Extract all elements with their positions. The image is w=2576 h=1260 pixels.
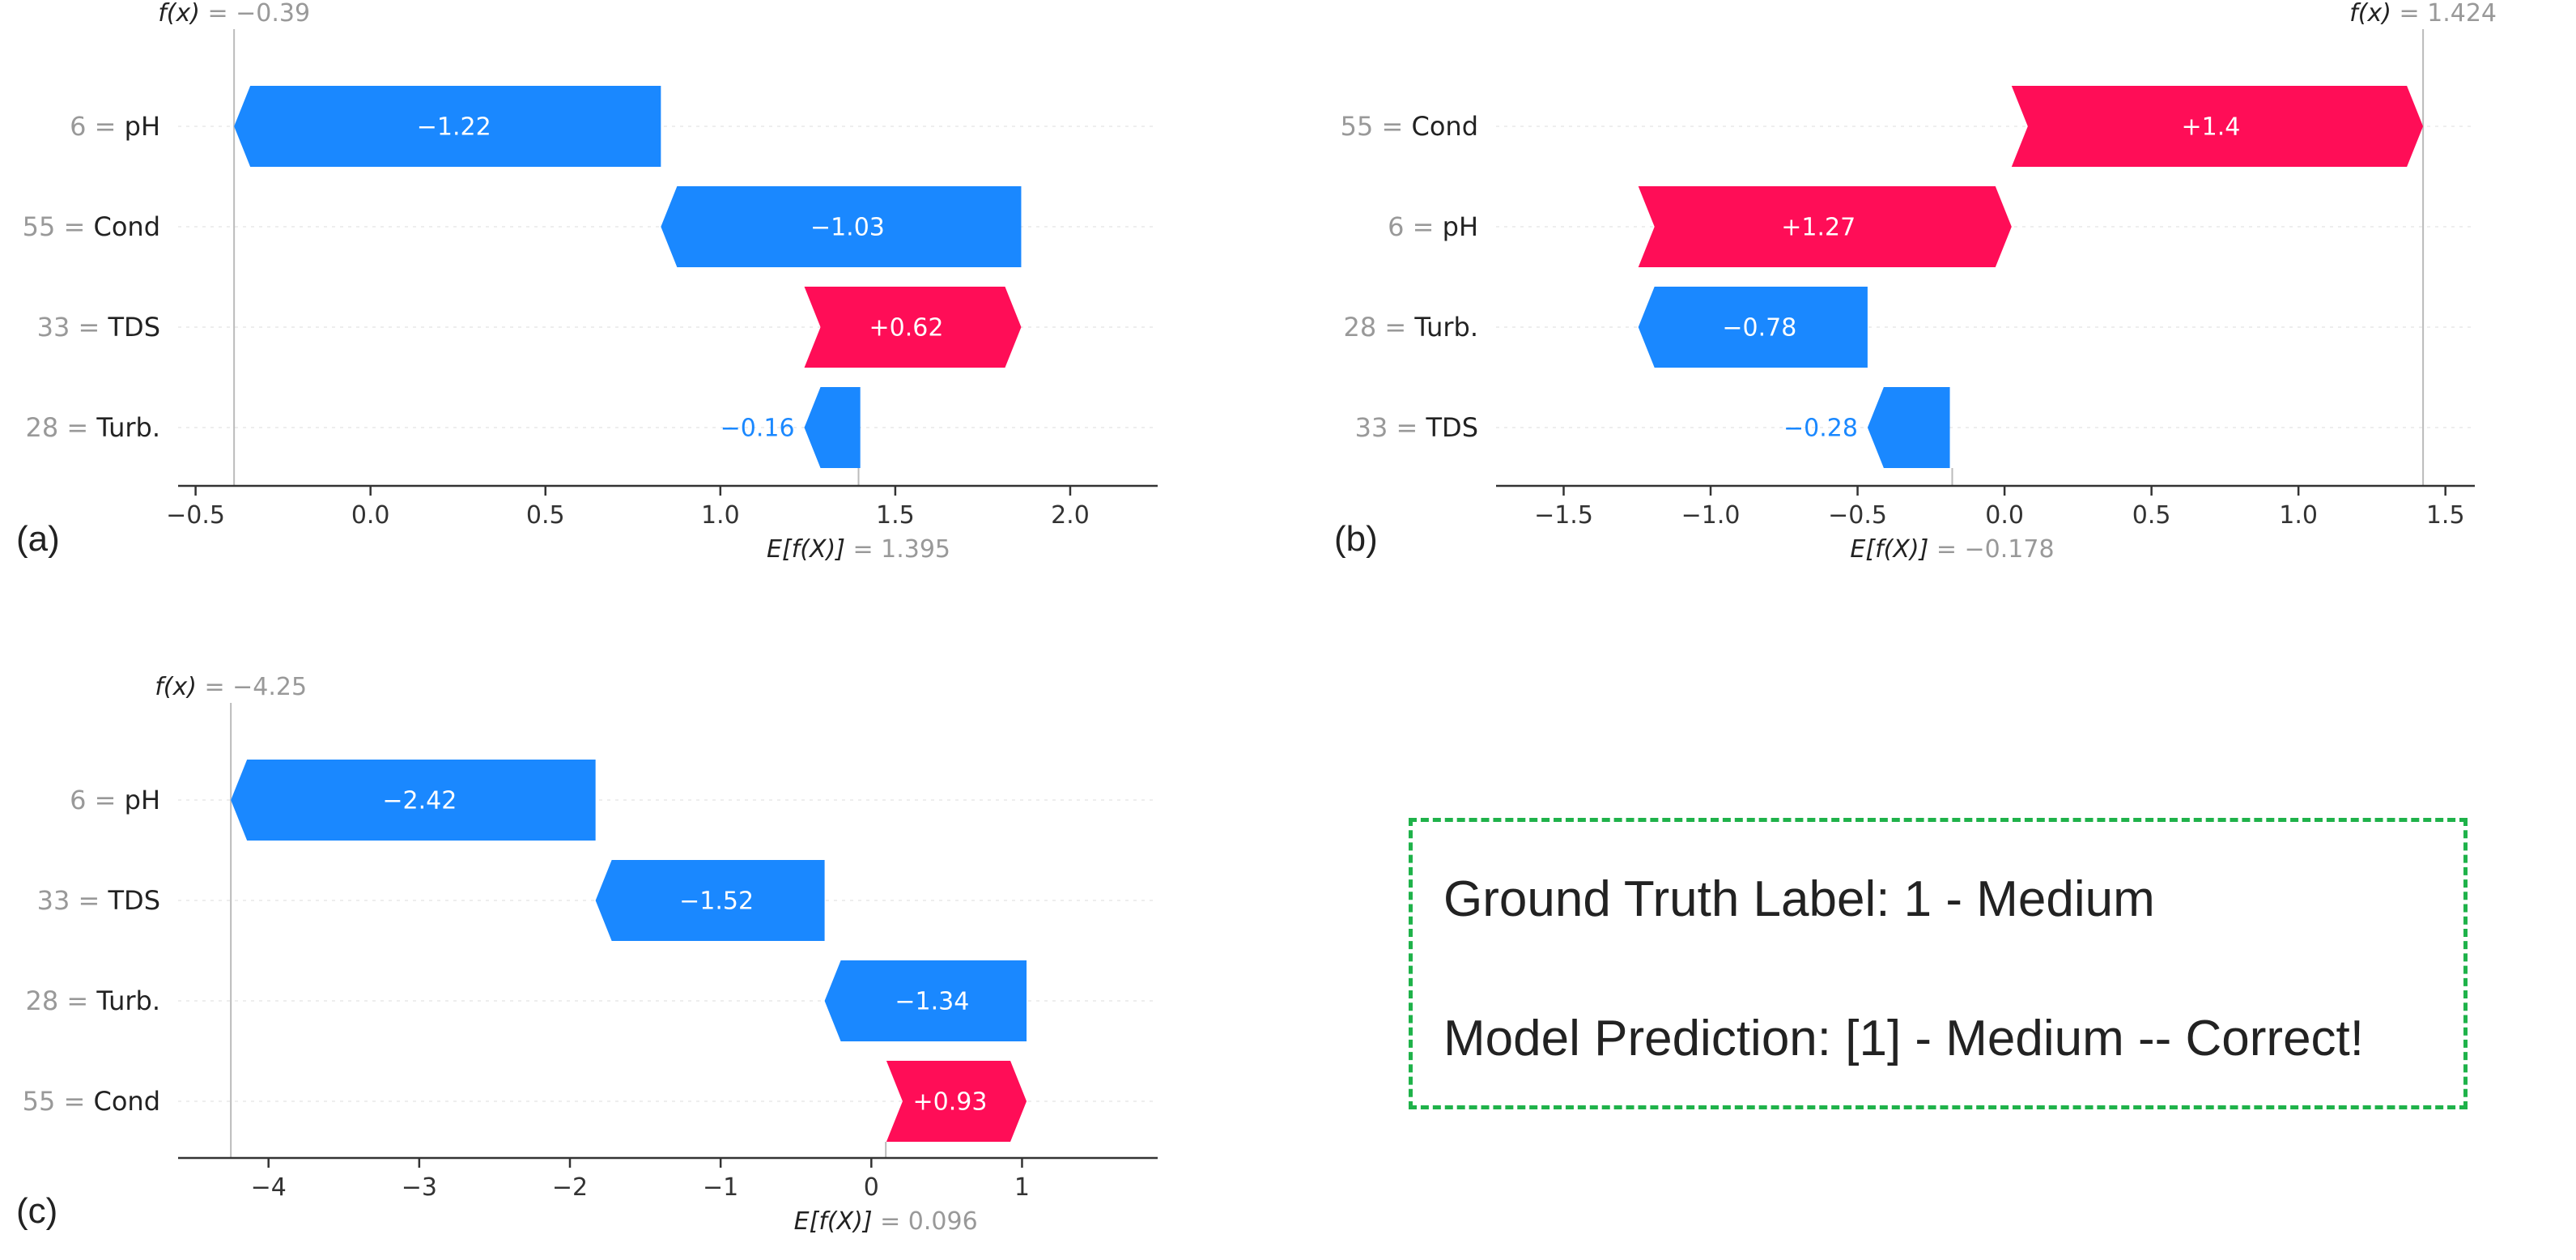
feature-label: 33 = TDS <box>1355 412 1478 443</box>
feature-label: 55 = Cond <box>23 211 160 242</box>
bar-value-label: −0.16 <box>721 415 795 443</box>
panel-label: (a) <box>16 519 60 559</box>
feature-label: 28 = Turb. <box>1344 312 1478 343</box>
ground-truth-label: Ground Truth Label: 1 - Medium <box>1443 871 2155 927</box>
waterfall-bar <box>804 387 861 468</box>
x-tick-label: 0.0 <box>351 501 390 530</box>
waterfall-bar <box>231 760 596 841</box>
waterfall-panel: −2.42 6 = pH −1.52 33 = TDS −1.34 28 = Turb. +… <box>16 673 1158 1236</box>
feature-label: 6 = pH <box>1388 211 1478 242</box>
x-tick-label: 0.0 <box>1985 501 2024 530</box>
bar-value-label: −1.34 <box>895 988 969 1016</box>
feature-label: 55 = Cond <box>23 1086 160 1117</box>
waterfall-bar <box>595 860 825 941</box>
bar-value-label: +1.27 <box>1781 214 1855 242</box>
prediction-summary-box: Ground Truth Label: 1 - Medium Model Pre… <box>1409 818 2468 1109</box>
waterfall-bar <box>1867 387 1950 468</box>
expected-value-label: E[f(X)] = 1.395 <box>767 535 950 564</box>
x-tick-label: −0.5 <box>166 501 225 530</box>
waterfall-bar <box>824 960 1027 1041</box>
waterfall-panel: +1.4 55 = Cond +1.27 6 = pH −0.78 28 = Turb. −… <box>1334 0 2497 564</box>
x-tick-label: −1 <box>703 1173 738 1202</box>
x-tick-label: −1.0 <box>1681 501 1741 530</box>
panel-label: (c) <box>16 1191 57 1231</box>
x-tick-label: −4 <box>251 1173 287 1202</box>
expected-value-label: E[f(X)] = 0.096 <box>794 1207 978 1236</box>
feature-label: 33 = TDS <box>37 885 160 916</box>
x-tick-label: −1.5 <box>1534 501 1593 530</box>
x-tick-label: 1.5 <box>876 501 915 530</box>
bar-value-label: −0.28 <box>1783 415 1858 443</box>
waterfall-panel: −1.22 6 = pH −1.03 55 = Cond +0.62 33 = TDS −0… <box>16 0 1158 564</box>
waterfall-bar <box>1638 287 1868 368</box>
feature-label: 28 = Turb. <box>26 412 160 443</box>
waterfall-bar <box>1638 186 2012 267</box>
panel-label: (b) <box>1334 519 1378 559</box>
x-tick-label: −0.5 <box>1828 501 1887 530</box>
feature-label: 33 = TDS <box>37 312 160 343</box>
bar-value-label: −1.03 <box>810 214 885 242</box>
feature-label: 6 = pH <box>70 785 160 815</box>
feature-label: 55 = Cond <box>1341 111 1478 142</box>
x-tick-label: 0.5 <box>526 501 565 530</box>
waterfall-bar <box>2011 86 2424 167</box>
fx-value-label: f(x) = −0.39 <box>158 0 310 28</box>
x-tick-label: 1.0 <box>2279 501 2318 530</box>
x-tick-label: 1.0 <box>701 501 740 530</box>
x-tick-label: 2.0 <box>1051 501 1090 530</box>
x-tick-label: −2 <box>552 1173 588 1202</box>
bar-value-label: −1.22 <box>417 113 491 142</box>
bar-value-label: +1.4 <box>2182 113 2241 142</box>
x-tick-label: −3 <box>402 1173 437 1202</box>
x-tick-label: 1 <box>1014 1173 1030 1202</box>
feature-label: 6 = pH <box>70 111 160 142</box>
fx-value-label: f(x) = 1.424 <box>2349 0 2497 28</box>
feature-label: 28 = Turb. <box>26 985 160 1016</box>
expected-value-label: E[f(X)] = −0.178 <box>1850 535 2054 564</box>
bar-value-label: −1.52 <box>679 888 754 916</box>
bar-value-label: −0.78 <box>1722 314 1796 343</box>
waterfall-bar <box>804 287 1022 368</box>
bar-value-label: +0.93 <box>913 1088 988 1117</box>
x-tick-label: 1.5 <box>2426 501 2465 530</box>
model-prediction-label: Model Prediction: [1] - Medium -- Correc… <box>1443 1011 2365 1066</box>
bar-value-label: +0.62 <box>869 314 944 343</box>
waterfall-bar <box>886 1061 1027 1142</box>
fx-value-label: f(x) = −4.25 <box>155 673 307 701</box>
x-tick-label: 0.5 <box>2132 501 2171 530</box>
x-tick-label: 0 <box>864 1173 879 1202</box>
waterfall-bar <box>234 86 661 167</box>
waterfall-bar <box>661 186 1022 267</box>
bar-value-label: −2.42 <box>382 787 457 815</box>
